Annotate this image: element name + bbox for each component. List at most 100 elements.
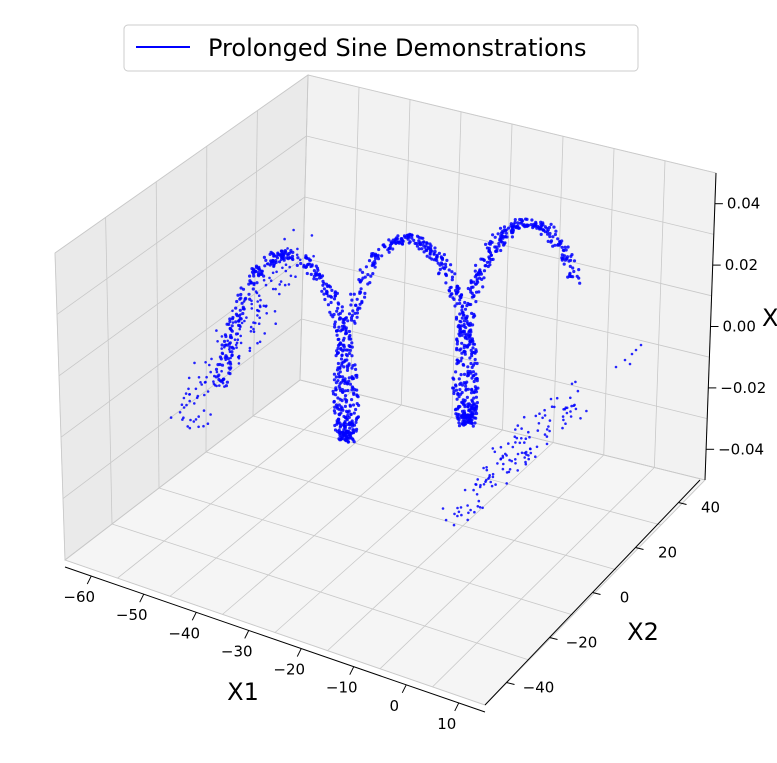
grid-line: [653, 160, 666, 468]
data-point: [428, 252, 432, 256]
data-point: [396, 234, 400, 238]
data-point: [259, 272, 263, 276]
data-point: [234, 312, 238, 316]
data-point: [514, 458, 517, 461]
data-point: [352, 319, 356, 323]
data-point: [443, 262, 448, 266]
data-point: [291, 257, 295, 262]
data-point: [305, 271, 309, 276]
data-point: [347, 351, 352, 356]
data-point: [349, 412, 353, 417]
data-point: [253, 269, 257, 273]
data-point: [284, 250, 288, 254]
data-point: [250, 307, 254, 310]
data-point: [268, 276, 271, 280]
data-point: [275, 270, 278, 274]
data-point: [351, 403, 356, 407]
data-point: [469, 419, 473, 423]
data-point: [350, 341, 354, 345]
data-point: [463, 307, 468, 311]
data-point: [485, 246, 489, 250]
data-point: [210, 357, 213, 361]
data-point: [472, 342, 477, 346]
data-point: [522, 223, 526, 227]
data-point: [541, 416, 544, 420]
data-point: [562, 418, 565, 422]
grid-line: [169, 404, 402, 597]
data-point: [453, 512, 456, 516]
data-point: [523, 441, 526, 444]
data-point: [214, 367, 219, 371]
data-point: [464, 384, 468, 388]
data-point: [235, 299, 239, 304]
data-point: [350, 345, 354, 349]
data-point: [548, 429, 551, 433]
data-point: [529, 447, 532, 451]
data-point: [333, 405, 337, 409]
grid-line: [303, 257, 710, 358]
data-point: [345, 429, 349, 433]
data-point: [298, 258, 302, 262]
data-point: [527, 457, 530, 461]
data-point: [332, 378, 336, 382]
data-point: [338, 382, 342, 386]
data-point: [231, 309, 234, 313]
data-point: [459, 506, 463, 509]
data-point: [230, 329, 234, 333]
data-point: [350, 366, 354, 370]
data-point: [243, 297, 247, 301]
data-point: [487, 249, 491, 253]
data-point: [355, 402, 359, 406]
data-point: [182, 396, 186, 400]
data-point: [322, 292, 326, 296]
grid-line: [379, 454, 605, 670]
data-point: [366, 282, 370, 286]
tick-mark: [86, 575, 92, 585]
y-axis-ticks: −40 −20 0 20 40: [506, 499, 720, 697]
data-point: [457, 332, 461, 336]
data-point: [444, 265, 448, 269]
data-point: [547, 425, 550, 428]
data-point: [485, 468, 489, 472]
data-point: [432, 252, 436, 256]
data-point: [482, 466, 485, 470]
data-point: [546, 239, 550, 243]
data-point: [322, 281, 326, 285]
data-point: [333, 325, 337, 329]
data-point: [229, 356, 232, 360]
data-point: [523, 456, 526, 459]
data-point: [463, 403, 467, 407]
data-point: [312, 277, 316, 281]
data-point: [387, 238, 391, 242]
data-point: [250, 302, 253, 306]
data-point: [472, 488, 475, 492]
data-point: [460, 351, 464, 355]
data-point: [189, 418, 192, 422]
data-point: [499, 445, 503, 449]
data-point: [548, 419, 552, 422]
data-point: [415, 244, 419, 248]
data-point: [363, 295, 367, 299]
data-point: [356, 308, 360, 312]
data-point: [250, 299, 253, 303]
data-point: [256, 341, 259, 345]
data-point: [360, 301, 364, 305]
grid-line: [205, 146, 208, 453]
data-point: [209, 413, 212, 416]
data-point: [335, 420, 339, 425]
data-point: [484, 478, 488, 482]
data-point: [479, 272, 483, 276]
data-point: [215, 370, 219, 374]
data-point: [477, 499, 481, 503]
data-point: [455, 358, 459, 362]
data-point: [470, 388, 474, 392]
data-point: [560, 256, 564, 260]
data-point: [180, 403, 184, 407]
data-point: [283, 283, 287, 287]
data-point: [335, 291, 339, 295]
data-point: [350, 298, 354, 302]
data-point: [308, 258, 312, 262]
data-point: [233, 338, 237, 342]
data-point: [452, 391, 456, 396]
data-point: [350, 385, 354, 389]
